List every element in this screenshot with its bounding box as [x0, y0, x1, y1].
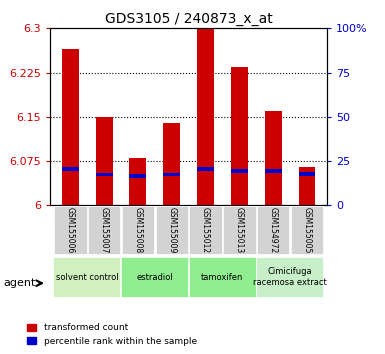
FancyBboxPatch shape [223, 206, 256, 255]
Text: GSM155013: GSM155013 [235, 207, 244, 253]
Bar [265, 169, 281, 173]
Bar [129, 174, 146, 178]
FancyBboxPatch shape [54, 257, 121, 297]
Bar [129, 158, 146, 205]
Legend: transformed count, percentile rank within the sample: transformed count, percentile rank withi… [24, 320, 200, 349]
Bar [197, 28, 214, 205]
FancyBboxPatch shape [54, 206, 87, 255]
FancyBboxPatch shape [257, 206, 290, 255]
Bar [265, 111, 281, 205]
Bar [163, 173, 180, 176]
Title: GDS3105 / 240873_x_at: GDS3105 / 240873_x_at [105, 12, 273, 26]
FancyBboxPatch shape [122, 206, 154, 255]
Bar [231, 67, 248, 205]
Bar [96, 173, 112, 176]
Text: GSM155005: GSM155005 [303, 207, 311, 253]
Bar [62, 49, 79, 205]
Bar [96, 117, 112, 205]
Text: GSM155009: GSM155009 [167, 207, 176, 253]
FancyBboxPatch shape [189, 257, 256, 297]
FancyBboxPatch shape [291, 206, 323, 255]
FancyBboxPatch shape [189, 206, 222, 255]
FancyBboxPatch shape [121, 257, 188, 297]
Text: solvent control: solvent control [56, 273, 119, 281]
Text: estradiol: estradiol [136, 273, 173, 281]
Text: GSM155007: GSM155007 [100, 207, 109, 253]
Bar [62, 167, 79, 171]
Text: tamoxifen: tamoxifen [201, 273, 244, 281]
FancyBboxPatch shape [256, 257, 323, 297]
Bar [298, 167, 315, 205]
Bar [298, 172, 315, 176]
Text: GSM155012: GSM155012 [201, 207, 210, 253]
FancyBboxPatch shape [88, 206, 121, 255]
FancyBboxPatch shape [156, 206, 188, 255]
Text: GSM155008: GSM155008 [134, 207, 142, 253]
Text: agent: agent [4, 278, 36, 288]
Bar [163, 123, 180, 205]
Bar [231, 169, 248, 173]
Text: GSM154972: GSM154972 [269, 207, 278, 253]
Text: GSM155006: GSM155006 [66, 207, 75, 253]
Bar [197, 167, 214, 171]
Text: Cimicifuga
racemosa extract: Cimicifuga racemosa extract [253, 267, 327, 287]
